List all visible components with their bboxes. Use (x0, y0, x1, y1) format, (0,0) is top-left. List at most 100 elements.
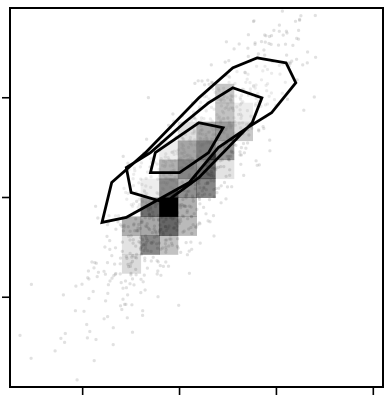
scatter-point (167, 244, 171, 248)
scatter-point (106, 315, 110, 319)
scatter-point (131, 184, 136, 188)
scatter-point (184, 204, 188, 208)
scatter-point (139, 220, 143, 225)
scatter-point (269, 34, 274, 38)
scatter-point (149, 241, 153, 245)
scatter-point (86, 276, 90, 280)
scatter-point (143, 216, 147, 220)
scatter-point (189, 225, 193, 230)
scatter-point (170, 243, 174, 247)
scatter-point (113, 214, 118, 218)
scatter-point (120, 249, 124, 253)
density-contours (100, 56, 298, 225)
scatter-point (298, 18, 302, 22)
axes (2, 7, 384, 395)
scatter-point (181, 197, 185, 202)
scatter-point (269, 42, 273, 47)
scatter-point (280, 9, 284, 13)
scatter-point (235, 70, 239, 74)
scatter-point (268, 138, 272, 142)
scatter-point (150, 231, 154, 235)
scatter-point (228, 168, 232, 172)
scatter-point (243, 70, 247, 74)
scatter-point (231, 108, 236, 113)
scatter-point (181, 180, 185, 184)
scatter-point (90, 260, 94, 264)
scatter-point (184, 196, 188, 200)
scatter-point (187, 271, 191, 275)
scatter-point (134, 244, 138, 248)
scatter-point (126, 262, 130, 266)
scatter-point (272, 98, 277, 102)
scatter-point (129, 234, 133, 238)
scatter-point (193, 183, 197, 187)
scatter-point (142, 189, 146, 193)
scatter-point (259, 78, 264, 82)
scatter-point (151, 240, 155, 244)
scatter-point (198, 241, 202, 245)
scatter-point (234, 143, 238, 147)
scatter-point (222, 180, 227, 185)
scatter-point (181, 204, 185, 208)
scatter-point (135, 229, 139, 233)
scatter-point (226, 102, 230, 106)
scatter-point (141, 243, 146, 247)
scatter-point (133, 229, 137, 233)
scatter-point (126, 225, 130, 229)
scatter-point (295, 78, 299, 82)
scatter-point (305, 61, 309, 65)
scatter-point (176, 237, 180, 241)
scatter-point (132, 223, 136, 227)
scatter-point (191, 199, 195, 203)
scatter-point (247, 133, 251, 137)
scatter-point (180, 202, 184, 207)
scatter-point (257, 129, 261, 133)
scatter-point (222, 117, 226, 121)
scatter-point (157, 167, 161, 171)
scatter-point (116, 220, 120, 224)
scatter-point (156, 269, 160, 273)
contour-line (100, 56, 298, 225)
scatter-point (259, 40, 264, 44)
scatter-point (218, 159, 222, 163)
scatter-point (216, 165, 220, 169)
scatter-point (92, 359, 96, 363)
scatter-point (161, 163, 165, 168)
scatter-point (261, 125, 265, 129)
scatter-point (208, 117, 212, 121)
scatter-point (205, 182, 210, 186)
scatter-point (285, 97, 290, 101)
scatter-point (139, 277, 143, 281)
scatter-point (82, 309, 86, 313)
scatter-point (211, 87, 215, 91)
scatter-point (220, 158, 224, 162)
scatter-point (281, 33, 285, 37)
density-bin (140, 216, 160, 236)
scatter-point (233, 81, 237, 86)
scatter-point (131, 253, 135, 258)
scatter-point (166, 264, 171, 268)
density-bin (121, 235, 142, 255)
scatter-point (102, 269, 106, 273)
scatter-point (313, 13, 317, 18)
scatter-point (256, 92, 260, 96)
scatter-point (178, 204, 182, 208)
scatter-point (248, 87, 252, 91)
scatter-point (123, 302, 127, 306)
scatter-point (139, 247, 143, 251)
scatter-point (194, 225, 198, 229)
scatter-point (170, 150, 174, 154)
scatter-point (219, 184, 223, 188)
scatter-point (164, 160, 168, 164)
scatter-point (280, 91, 284, 95)
scatter-point (215, 142, 219, 147)
scatter-point (105, 234, 109, 238)
scatter-point (118, 304, 123, 308)
scatter-point (232, 116, 236, 120)
scatter-point (155, 246, 160, 250)
scatter-point (124, 255, 128, 259)
density-bin (177, 140, 197, 161)
scatter-point (132, 166, 136, 170)
scatter-point (122, 225, 126, 229)
